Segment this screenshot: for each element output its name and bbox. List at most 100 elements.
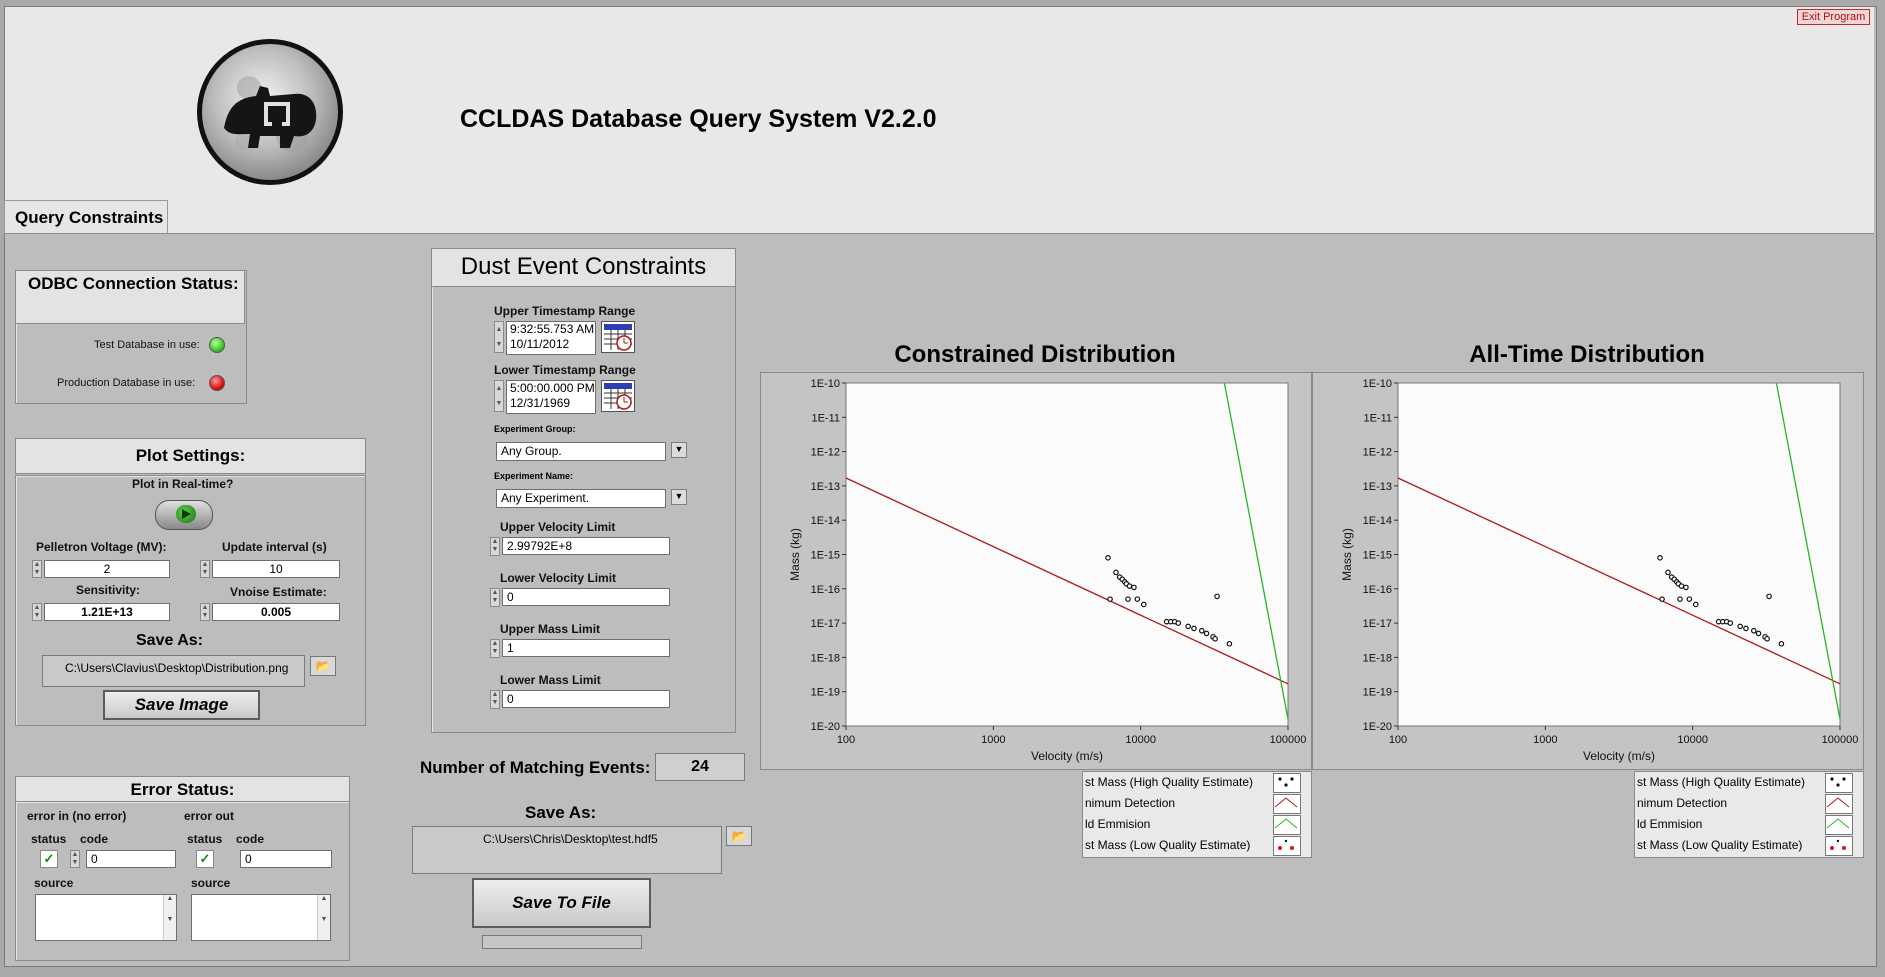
sensitivity-spinner[interactable]: ▲ ▼ [32, 603, 42, 621]
chart-title-alltime: All-Time Distribution [1469, 341, 1705, 368]
matching-events-label: Number of Matching Events: [420, 758, 651, 777]
upper-timestamp-field[interactable]: 9:32:55.753 AM 10/11/2012 [506, 321, 596, 355]
data-point [1199, 627, 1205, 634]
file-path-field[interactable]: C:\Users\Chris\Desktop\test.hdf5 [412, 826, 722, 874]
legend-item[interactable]: st Mass (High Quality Estimate) [1635, 772, 1863, 793]
save-to-file-button[interactable]: Save To File [472, 878, 651, 928]
save-image-button[interactable]: Save Image [103, 690, 260, 720]
x-tick-label: 100000 [1270, 734, 1307, 746]
legend-item[interactable]: ld Emmision [1083, 814, 1311, 835]
upper-mass-field[interactable]: 1 [502, 639, 670, 657]
legend-swatch-points-red [1273, 836, 1301, 856]
y-tick-label: 1E-13 [1363, 481, 1392, 493]
odbc-status-title: ODBC Connection Status: [15, 270, 245, 324]
scrollbar[interactable]: ▲ ▼ [163, 895, 176, 940]
legend-item[interactable]: nimum Detection [1083, 793, 1311, 814]
update-interval-spinner[interactable]: ▲ ▼ [200, 560, 210, 578]
error-in-status-label: status [31, 832, 67, 846]
legend-label: st Mass (High Quality Estimate) [1085, 775, 1254, 789]
upper-timestamp-spinner[interactable]: ▲ ▼ [494, 321, 504, 353]
upper-mass-label: Upper Mass Limit [500, 622, 601, 636]
lower-mass-spinner[interactable]: ▲ ▼ [490, 690, 500, 709]
scrollbar[interactable]: ▲ ▼ [317, 895, 330, 940]
chevron-down-icon[interactable]: ▼ [671, 442, 687, 458]
legend-item[interactable]: nimum Detection [1635, 793, 1863, 814]
upper-velocity-spinner[interactable]: ▲ ▼ [490, 537, 500, 556]
lower-velocity-spinner[interactable]: ▲ ▼ [490, 588, 500, 607]
browse-folder-icon[interactable]: 📂 [726, 826, 752, 846]
chart-frame-alltime: 1E-10 1E-11 1E-12 1E-13 1E-14 1E-15 1E-16 1E-17… [1312, 372, 1864, 770]
lower-timestamp-field[interactable]: 5:00:00.000 PM 12/31/1969 [506, 380, 596, 414]
update-interval-field[interactable]: 10 [212, 560, 340, 578]
legend-swatch-line-green [1825, 815, 1853, 835]
realtime-label: Plot in Real-time? [132, 477, 234, 491]
data-point [1727, 620, 1734, 626]
file-save-as-label: Save As: [525, 803, 597, 822]
plot-settings-title: Plot Settings: [15, 438, 366, 474]
legend-item[interactable]: ld Emmision [1635, 814, 1863, 835]
data-point [1778, 640, 1785, 647]
pelletron-voltage-field[interactable]: 2 [44, 560, 170, 578]
error-in-source-label: source [34, 876, 74, 890]
exit-program-button[interactable]: Exit Program [1797, 9, 1870, 25]
browse-folder-icon[interactable]: 📂 [310, 656, 336, 676]
sensitivity-label: Sensitivity: [76, 583, 141, 597]
lower-timestamp-spinner[interactable]: ▲ ▼ [494, 380, 504, 412]
y-tick-label: 1E-17 [1363, 618, 1392, 630]
pelletron-spinner[interactable]: ▲ ▼ [32, 560, 42, 578]
image-path-field[interactable]: C:\Users\Clavius\Desktop\Distribution.pn… [42, 655, 305, 687]
calendar-icon[interactable] [601, 380, 635, 412]
x-tick-label: 100 [1389, 734, 1407, 746]
legend-constrained: st Mass (High Quality Estimate) nimum De… [1082, 771, 1312, 858]
triangle-glyph [182, 509, 191, 519]
tab-query-constraints[interactable]: Query Constraints [4, 200, 168, 234]
data-point [1125, 596, 1131, 602]
vnoise-field[interactable]: 0.005 [212, 603, 340, 621]
x-tick-label: 10000 [1125, 734, 1156, 746]
experiment-group-select[interactable]: Any Group. [496, 442, 666, 461]
data-point [1692, 601, 1699, 608]
lower-velocity-label: Lower Velocity Limit [500, 571, 617, 585]
upper-mass-spinner[interactable]: ▲ ▼ [490, 639, 500, 658]
error-in-code-field[interactable]: 0 [86, 850, 176, 868]
upper-timestamp-date: 10/11/2012 [510, 337, 570, 351]
experiment-name-select[interactable]: Any Experiment. [496, 489, 666, 508]
vnoise-spinner[interactable]: ▲ ▼ [200, 603, 210, 621]
y-tick-label: 1E-10 [811, 378, 840, 390]
lower-velocity-field[interactable]: 0 [502, 588, 670, 606]
legend-item[interactable]: st Mass (Low Quality Estimate) [1635, 835, 1863, 856]
legend-label: st Mass (High Quality Estimate) [1637, 775, 1806, 789]
data-point [1175, 620, 1182, 626]
realtime-toggle-button[interactable] [155, 500, 213, 530]
y-tick-label: 1E-18 [1363, 652, 1392, 664]
file-path-text: C:\Users\Chris\Desktop\test.hdf5 [483, 832, 658, 846]
error-out-source-field: ▲ ▼ [191, 894, 331, 941]
error-in-source-field[interactable]: ▲ ▼ [35, 894, 177, 941]
error-out-code-field: 0 [240, 850, 332, 868]
chevron-down-icon[interactable]: ▼ [671, 489, 687, 505]
lower-timestamp-time: 5:00:00.000 PM [510, 381, 595, 395]
sensitivity-field[interactable]: 1.21E+13 [44, 603, 170, 621]
data-point [1743, 625, 1749, 632]
error-in-code-label: code [80, 832, 109, 846]
x-tick-label: 1000 [1533, 734, 1557, 746]
legend-swatch-points-black [1273, 773, 1301, 793]
data-point [1126, 583, 1133, 589]
error-in-code-spinner[interactable]: ▲ ▼ [70, 850, 80, 868]
legend-label: ld Emmision [1085, 817, 1151, 831]
calendar-icon[interactable] [601, 321, 635, 353]
y-tick-label: 1E-11 [1363, 412, 1392, 424]
upper-velocity-field[interactable]: 2.99792E+8 [502, 537, 670, 555]
legend-item[interactable]: st Mass (Low Quality Estimate) [1083, 835, 1311, 856]
x-tick-label: 1000 [981, 734, 1005, 746]
y-tick-label: 1E-18 [811, 652, 840, 664]
legend-item[interactable]: st Mass (High Quality Estimate) [1083, 772, 1311, 793]
y-tick-label: 1E-19 [1363, 687, 1392, 699]
x-tick-label: 100000 [1822, 734, 1859, 746]
data-point [1677, 596, 1683, 602]
legend-alltime: st Mass (High Quality Estimate) nimum De… [1634, 771, 1864, 858]
lower-mass-field[interactable]: 0 [502, 690, 670, 708]
upper-velocity-label: Upper Velocity Limit [500, 520, 616, 534]
chart-title-constrained: Constrained Distribution [894, 341, 1176, 368]
data-point [1737, 623, 1743, 630]
